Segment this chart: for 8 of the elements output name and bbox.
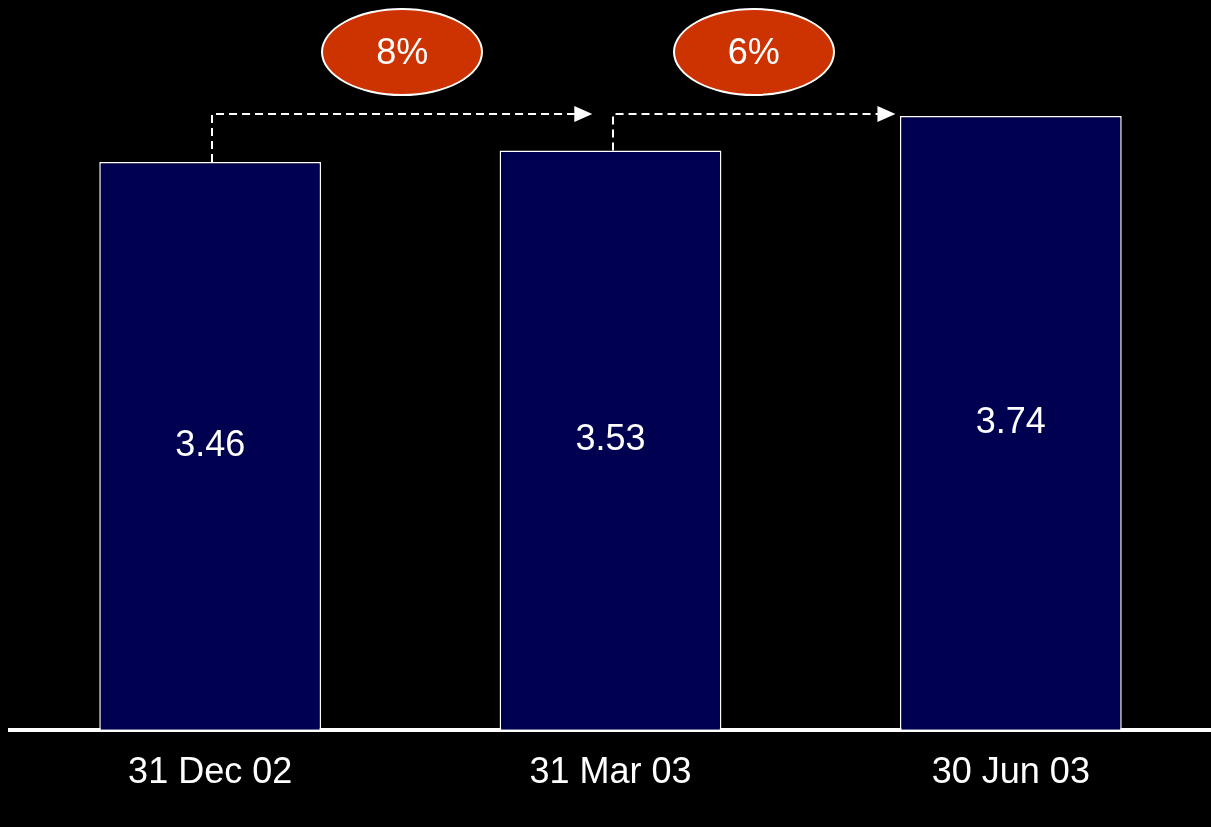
data-label: 3.53 (575, 417, 646, 459)
x-tick-label: 31 Mar 03 (529, 750, 692, 792)
x-tick-label: 31 Dec 02 (128, 750, 293, 792)
data-label: 3.74 (975, 399, 1046, 441)
data-label: 3.46 (175, 422, 246, 464)
x-tick-label: 30 Jun 03 (931, 750, 1090, 792)
text: 8% (321, 8, 484, 96)
text: 6% (672, 8, 835, 96)
